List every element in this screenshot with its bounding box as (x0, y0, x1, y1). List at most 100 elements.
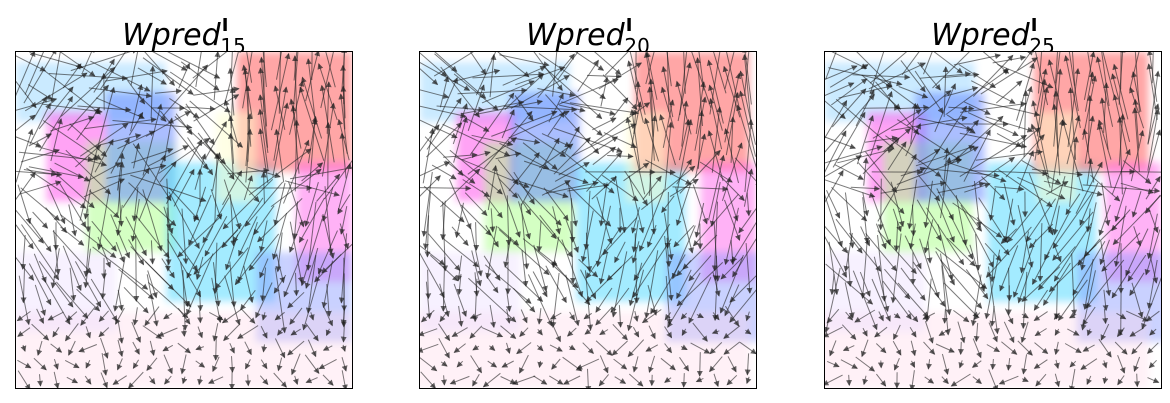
flow-arrow (322, 374, 334, 386)
flow-arrow (1082, 184, 1161, 194)
flow-arrow (273, 274, 287, 294)
flow-arrow (590, 102, 651, 146)
flow-arrow (505, 266, 544, 302)
flow-arrow (223, 323, 241, 342)
flow-arrow (278, 52, 281, 114)
flow-arrow (692, 184, 708, 225)
flow-arrow (1118, 52, 1126, 105)
flow-arrow (831, 186, 868, 222)
flow-arrow (923, 52, 933, 75)
flow-arrow (189, 100, 244, 148)
flow-arrow (617, 305, 624, 328)
flow-arrow (632, 356, 639, 373)
flow-arrow (846, 374, 853, 387)
flow-arrow (520, 203, 530, 270)
flow-arrow (300, 218, 323, 287)
flow-arrow (580, 210, 594, 263)
flow-arrow (128, 371, 144, 388)
flow-arrow (213, 152, 220, 223)
flow-arrow (719, 255, 744, 314)
flow-arrow (322, 213, 335, 259)
flow-arrow (224, 275, 241, 326)
flow-arrow (142, 189, 163, 252)
flow-arrow (112, 257, 126, 312)
flow-arrow (603, 132, 638, 149)
flow-arrow (598, 374, 609, 387)
flow-arrow (877, 178, 884, 231)
flow-arrow (602, 74, 638, 111)
flow-arrow (157, 327, 178, 337)
flow-arrow (207, 376, 224, 384)
flow-arrow (421, 171, 433, 237)
flow-arrow (95, 97, 145, 120)
flow-arrow (425, 281, 433, 320)
flow-arrow (522, 238, 558, 267)
flow-arrow (825, 194, 843, 248)
flow-arrow (1052, 52, 1061, 109)
flow-arrow (118, 182, 125, 227)
flow-arrow (708, 84, 723, 131)
flow-arrow (919, 71, 972, 79)
flow-arrow (967, 112, 1019, 137)
flow-arrow (340, 307, 347, 326)
flow-arrow (1055, 52, 1059, 84)
flow-arrow (469, 92, 515, 155)
flow-arrow (422, 127, 435, 184)
flow-arrow (483, 255, 501, 282)
flow-arrow (245, 359, 251, 370)
flow-arrow (571, 123, 637, 157)
flow-arrow (41, 275, 71, 325)
flow-arrow (600, 76, 609, 107)
flow-arrow (460, 99, 525, 115)
flow-arrow (87, 162, 122, 182)
flow-arrow (664, 376, 672, 383)
flow-arrow (1103, 82, 1110, 133)
flow-arrow (291, 201, 299, 240)
flow-arrow (826, 189, 841, 219)
flow-arrow (491, 110, 558, 137)
flow-arrow (505, 288, 512, 312)
flow-arrow (65, 149, 111, 195)
flow-arrow (692, 322, 708, 342)
flow-arrow (872, 109, 922, 139)
flow-arrow (1005, 134, 1045, 178)
flow-arrow (688, 276, 712, 324)
flow-arrow (675, 182, 692, 227)
flow-arrow (723, 128, 739, 184)
flow-arrow (79, 154, 98, 221)
flow-arrow (628, 373, 644, 387)
flow-arrow (645, 52, 655, 85)
flow-arrow (340, 344, 347, 353)
flow-arrow (711, 328, 720, 335)
flow-arrow (66, 311, 78, 322)
flow-arrow (880, 180, 947, 194)
flow-arrow (825, 100, 848, 139)
flow-arrow (910, 102, 918, 145)
flow-arrow (144, 261, 192, 308)
flow-arrow (483, 110, 533, 169)
flow-arrow (680, 312, 688, 320)
flow-arrow (128, 111, 144, 136)
flow-arrow (503, 105, 578, 113)
flow-arrow (48, 73, 129, 82)
flow-arrow (424, 215, 431, 258)
flow-arrow (148, 375, 156, 385)
flow-arrow (488, 344, 496, 351)
flow-arrow (680, 344, 688, 350)
flow-arrow (825, 94, 875, 153)
flow-arrow (720, 256, 744, 280)
flow-field-plot (419, 51, 757, 389)
flow-arrow (167, 239, 202, 298)
flow-arrow (565, 181, 612, 227)
flow-arrow (138, 154, 166, 221)
flow-arrow (592, 117, 617, 131)
flow-arrow (918, 148, 941, 164)
flow-arrow (259, 258, 269, 279)
flow-arrow (1005, 285, 1012, 316)
flow-arrow (745, 376, 752, 385)
flow-arrow (133, 234, 140, 302)
flow-arrow (744, 353, 751, 376)
flow-arrow (62, 63, 82, 89)
flow-arrow (180, 354, 187, 375)
flow-arrow (260, 325, 268, 339)
